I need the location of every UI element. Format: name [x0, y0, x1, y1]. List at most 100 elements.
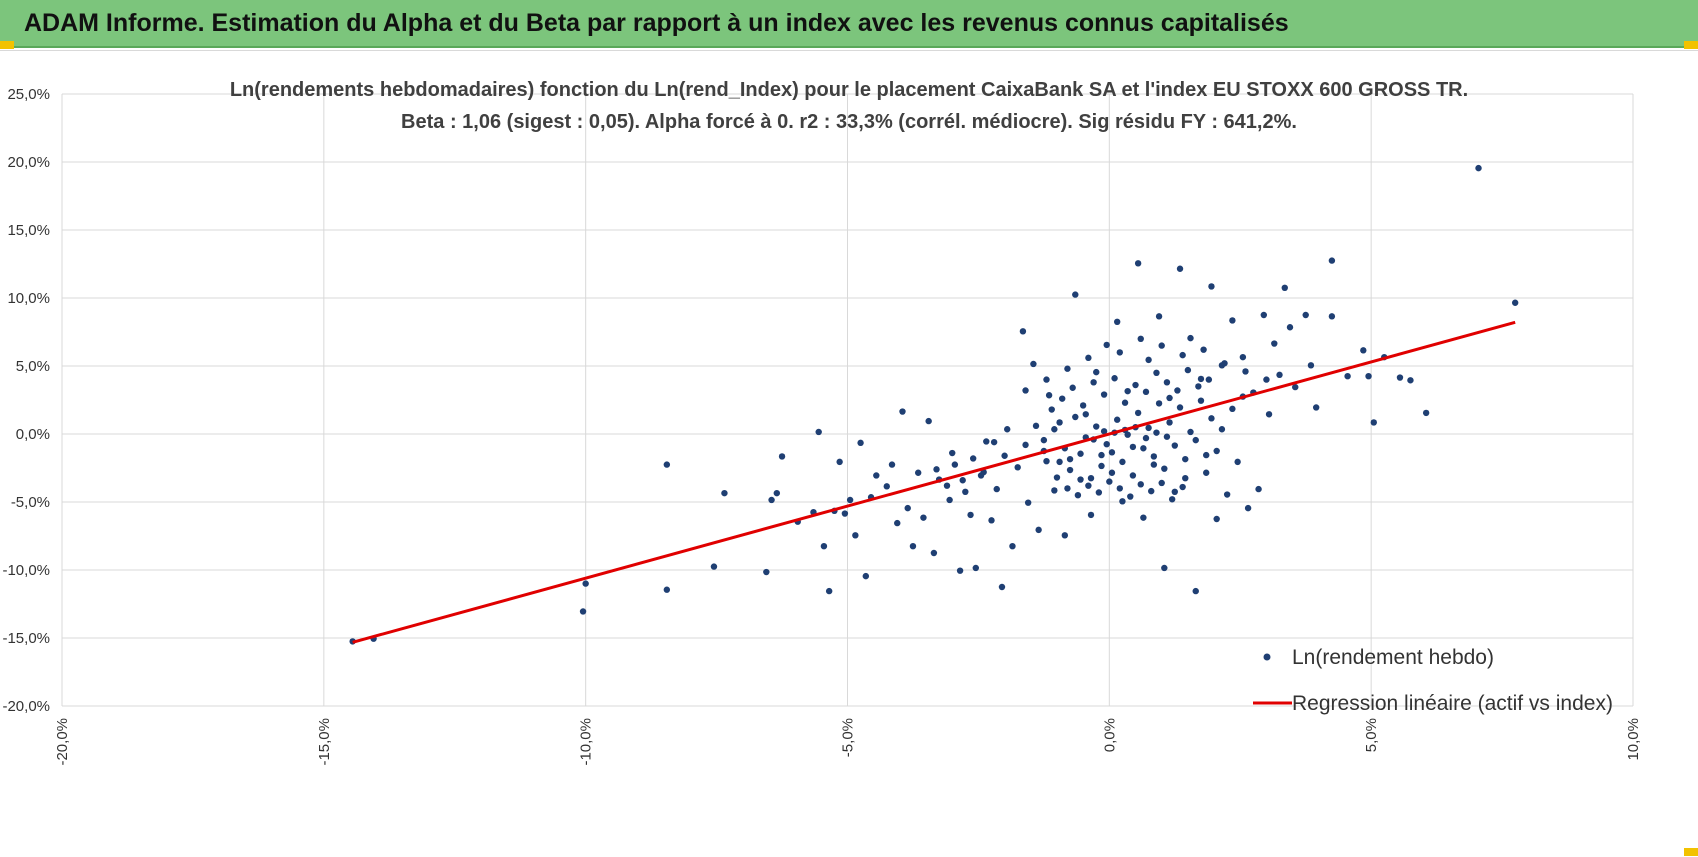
y-tick-label: -20,0% — [2, 698, 50, 715]
y-axis-tick-labels: -20,0% -15,0% -10,0% -5,0% 0,0% 5,0% 10,0% 15,0… — [2, 86, 50, 715]
scatter-point — [888, 461, 896, 468]
scatter-point — [1396, 374, 1404, 381]
scatter-point — [1150, 461, 1158, 468]
scatter-point — [1098, 451, 1105, 459]
header-title: ADAM Informe. Estimation du Alpha et du … — [24, 9, 1289, 37]
scatter-point — [1218, 426, 1226, 433]
scatter-point — [773, 489, 781, 497]
scatter-point — [1276, 371, 1283, 379]
scatter-point — [1255, 485, 1262, 493]
scatter-point — [1176, 404, 1184, 411]
scatter-point — [1145, 424, 1152, 432]
scatter-point — [1187, 334, 1194, 342]
scatter-point — [904, 504, 911, 512]
scatter-point — [1155, 313, 1163, 320]
scatter-point — [1040, 436, 1048, 444]
scatter-point — [962, 488, 969, 495]
scatter-point — [946, 496, 953, 504]
scatter-point — [959, 477, 966, 484]
scatter-point — [909, 543, 917, 550]
scatter-point — [1121, 399, 1129, 406]
scatter-point — [933, 466, 940, 473]
scatter-point — [1242, 368, 1249, 375]
scatter-point — [1307, 362, 1315, 369]
scatter-point — [1082, 411, 1089, 418]
scatter-point — [967, 511, 974, 519]
scatter-point — [1163, 433, 1171, 440]
scatter-point — [1221, 360, 1228, 367]
scatter-point — [1064, 365, 1071, 372]
scatter-point — [1184, 366, 1192, 374]
scatter-point — [1087, 475, 1095, 482]
scatter-point — [1129, 443, 1137, 451]
scatter-point — [1203, 469, 1210, 476]
scatter-point — [899, 408, 906, 415]
scatter-point — [1100, 391, 1108, 398]
scatter-chart: Ln(rendements hebdomadaires) fonction du… — [2, 79, 1642, 766]
scatter-point — [956, 567, 964, 574]
x-tick-label: 10,0% — [1625, 718, 1642, 761]
scatter-point — [1263, 376, 1270, 383]
scatter-point — [920, 514, 927, 521]
y-tick-label: 20,0% — [7, 154, 50, 171]
scatter-point — [1407, 377, 1414, 384]
scatter-point — [1182, 455, 1189, 463]
scatter-point — [1179, 351, 1186, 359]
legend-point-marker — [1263, 653, 1271, 661]
scatter-point — [1001, 452, 1008, 459]
scatter-point — [1286, 324, 1294, 331]
scatter-point — [1045, 392, 1053, 399]
scatter-point — [1192, 587, 1199, 595]
scatter-point — [1085, 354, 1092, 362]
scatter-point — [815, 428, 822, 436]
scatter-point — [1265, 411, 1273, 418]
scatter-point — [1079, 402, 1087, 409]
scatter-point — [1192, 436, 1199, 444]
scatter-point — [1166, 394, 1173, 402]
scatter-point — [1171, 488, 1178, 495]
scatter-point — [1108, 469, 1116, 476]
scatter-point — [1095, 489, 1103, 496]
x-tick-label: -10,0% — [578, 718, 595, 766]
scatter-point — [1153, 369, 1160, 376]
scatter-point — [914, 469, 922, 476]
y-tick-label: -10,0% — [2, 562, 50, 579]
scatter-point — [1187, 428, 1194, 436]
scatter-point — [1134, 260, 1142, 267]
scatter-point — [1024, 499, 1032, 506]
scatter-point — [663, 461, 671, 468]
x-tick-label: -20,0% — [54, 718, 71, 766]
scatter-point — [1200, 346, 1207, 353]
scatter-point — [1077, 476, 1084, 483]
scatter-point — [1085, 482, 1092, 489]
scatter-point — [1197, 375, 1205, 383]
scatter-point — [1182, 475, 1189, 482]
grid-lines — [61, 93, 1634, 707]
scatter-point — [1205, 376, 1213, 383]
scatter-point — [1056, 458, 1063, 466]
scatter-point — [1137, 481, 1144, 488]
scatter-point — [1116, 485, 1124, 492]
scatter-point — [883, 483, 890, 490]
scatter-point — [1142, 388, 1150, 396]
scatter-point — [993, 485, 1000, 493]
scatter-point — [1161, 564, 1168, 572]
scatter-point — [1032, 422, 1040, 430]
scatter-point — [1229, 405, 1236, 413]
scatter-point — [1140, 514, 1147, 521]
scatter-point — [1113, 416, 1121, 423]
scatter-point — [1051, 426, 1058, 433]
scatter-point — [1009, 543, 1016, 550]
scatter-point — [1022, 387, 1029, 394]
scatter-point — [1124, 387, 1131, 395]
scatter-point — [1059, 395, 1066, 402]
legend-label-regression: Regression linéaire (actif vs index) — [1292, 692, 1613, 715]
scatter-point — [1098, 462, 1105, 470]
scatter-point — [1176, 265, 1184, 272]
scatter-point — [1244, 504, 1252, 512]
scatter-point — [841, 510, 849, 517]
scatter-point — [1048, 406, 1055, 413]
legend: Ln(rendement hebdo) Regression linéaire … — [1253, 646, 1613, 715]
scatter-point — [1158, 342, 1165, 349]
scatter-point — [857, 439, 864, 447]
